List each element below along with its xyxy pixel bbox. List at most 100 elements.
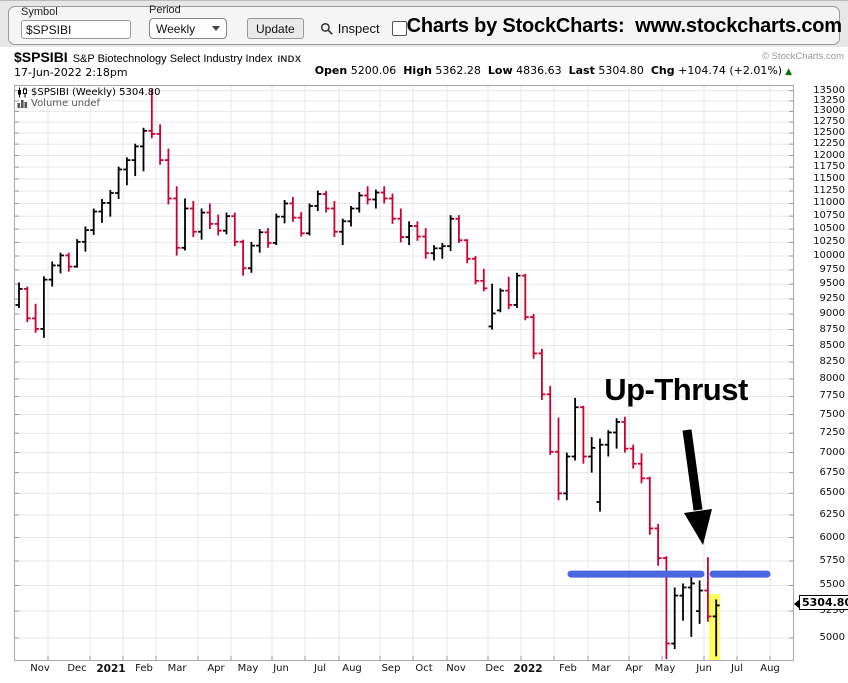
symbol-label: Symbol <box>21 6 58 18</box>
x-axis-label: May <box>237 663 259 674</box>
x-axis-label: Dec <box>67 663 87 674</box>
y-axis-label: 12000 <box>813 149 845 161</box>
x-axis-label: Feb <box>559 663 577 674</box>
x-axis-label: Jun <box>273 663 289 674</box>
chevron-down-icon <box>212 26 220 31</box>
inspect-label: Inspect <box>337 21 380 36</box>
search-icon <box>320 22 333 35</box>
y-axis-label: 12250 <box>813 138 845 150</box>
y-axis-label: 11750 <box>813 161 845 173</box>
header-name: S&P Biotechnology Select Industry Index <box>72 53 273 65</box>
y-axis-label: 8500 <box>819 339 845 351</box>
volume-bars-icon <box>17 100 28 108</box>
quote-label: Chg <box>650 64 675 77</box>
y-axis-label: 8250 <box>819 356 845 367</box>
quote-label: Low <box>487 64 513 77</box>
period-select[interactable]: Weekly <box>149 18 227 39</box>
x-axis-label: Jul <box>313 663 327 674</box>
y-axis-label: 5750 <box>819 554 845 566</box>
header-exchange: INDX <box>277 54 302 65</box>
quote-label: Open <box>314 64 348 77</box>
y-axis-label: 10000 <box>813 249 845 261</box>
y-axis: 5000 5250 5500 5750 6000 6250 6500 6750 7000 7250… <box>796 85 848 659</box>
y-axis-label: 9250 <box>819 292 845 304</box>
plot-legend: $SPSIBI (Weekly) 5304.80 Volume undef <box>17 87 160 109</box>
legend-volume: Volume undef <box>31 98 101 109</box>
y-axis-label: 6250 <box>819 509 845 521</box>
quote-line: Open 5200.06 High 5362.28 Low 4836.63 Last … <box>308 64 792 77</box>
chart-header: $SPSIBI S&P Biotechnology Select Industry… <box>14 49 301 67</box>
x-axis-label: Jul <box>730 663 744 674</box>
y-axis-label: 13500 <box>813 84 845 96</box>
y-axis-label: 7500 <box>819 408 845 420</box>
x-axis-label: Jun <box>696 663 712 674</box>
y-axis-label: 12750 <box>813 116 845 128</box>
header-symbol: $SPSIBI <box>14 49 68 65</box>
period-select-value: Weekly <box>156 21 196 36</box>
toolbar-panel: Symbol Period Weekly Update Inspect Char <box>8 4 842 45</box>
x-axis-label: Oct <box>415 663 433 674</box>
x-axis-label: Apr <box>625 663 643 674</box>
quote-value: 5304.80 <box>594 64 644 77</box>
y-axis-label: 8750 <box>819 323 845 335</box>
change-up-icon: ▲ <box>785 67 792 77</box>
copyright-text: © StockCharts.com <box>762 51 844 62</box>
x-axis-label: Nov <box>30 663 50 674</box>
y-axis-label: 11500 <box>813 172 845 184</box>
page-title: Charts by StockCharts: www.stockcharts.c… <box>406 15 842 37</box>
y-axis-label: 5500 <box>819 579 845 591</box>
x-axis-label: May <box>654 663 676 674</box>
y-axis-label: 7000 <box>819 446 845 458</box>
y-axis-label: 11000 <box>813 197 845 209</box>
update-button[interactable]: Update <box>247 18 304 39</box>
quote-label: Last <box>568 64 595 77</box>
y-axis-label: 5000 <box>819 632 845 643</box>
y-axis-label: 8000 <box>819 372 845 384</box>
x-axis-label: Mar <box>167 663 187 674</box>
quote-value: 5362.28 <box>431 64 481 77</box>
y-axis-label: 6000 <box>819 531 845 543</box>
quote-label: High <box>403 64 432 77</box>
period-label: Period <box>149 4 181 16</box>
x-axis-label: Dec <box>485 663 505 674</box>
header-datetime: 17-Jun-2022 2:18pm <box>14 66 128 79</box>
quote-value: 4836.63 <box>512 64 562 77</box>
x-axis-label: Sep <box>381 663 401 674</box>
x-axis-label: 2022 <box>513 663 543 675</box>
x-axis: Nov Dec 2021 Feb Mar Apr May Jun Jul Aug Sep Oct Nov… <box>0 663 848 679</box>
period-group: Period Weekly <box>149 4 227 39</box>
y-axis-label: 7250 <box>819 427 845 439</box>
last-price-tag: 5304.80 <box>793 595 848 610</box>
y-axis-label: 7750 <box>819 390 845 402</box>
x-axis-label: Feb <box>135 663 153 674</box>
inspect-control[interactable]: Inspect <box>320 21 407 36</box>
symbol-input[interactable] <box>21 20 131 39</box>
x-axis-label: Nov <box>446 663 466 674</box>
y-axis-label: 9000 <box>819 308 845 320</box>
y-axis-label: 10750 <box>813 210 845 222</box>
y-axis-label: 9750 <box>819 263 845 275</box>
y-axis-label: 9500 <box>819 278 845 290</box>
x-axis-label: Apr <box>207 663 225 674</box>
y-axis-label: 10500 <box>813 223 845 235</box>
legend-series: $SPSIBI (Weekly) 5304.80 <box>31 87 161 98</box>
up-thrust-annotation: Up-Thrust <box>604 372 748 407</box>
y-axis-label: 12500 <box>813 127 845 138</box>
ohlc-chart-canvas <box>15 86 793 660</box>
y-axis-label: 6750 <box>819 466 845 478</box>
x-axis-label: Aug <box>760 663 780 674</box>
y-axis-label: 13000 <box>813 105 845 117</box>
x-axis-label: 2021 <box>96 663 126 675</box>
y-axis-label: 5250 <box>819 605 845 617</box>
y-axis-label: 13250 <box>813 94 845 106</box>
toolbar: Symbol Period Weekly Update Inspect Char <box>0 0 848 47</box>
y-axis-label: 10250 <box>813 236 845 248</box>
y-axis-label: 11250 <box>813 185 845 197</box>
quote-value: 5200.06 <box>347 64 397 77</box>
price-plot <box>14 85 794 661</box>
quote-value: +104.74 (+2.01%) <box>674 64 783 77</box>
symbol-group: Symbol <box>21 6 131 39</box>
inspect-checkbox[interactable] <box>391 21 407 36</box>
candlestick-icon <box>18 87 27 98</box>
